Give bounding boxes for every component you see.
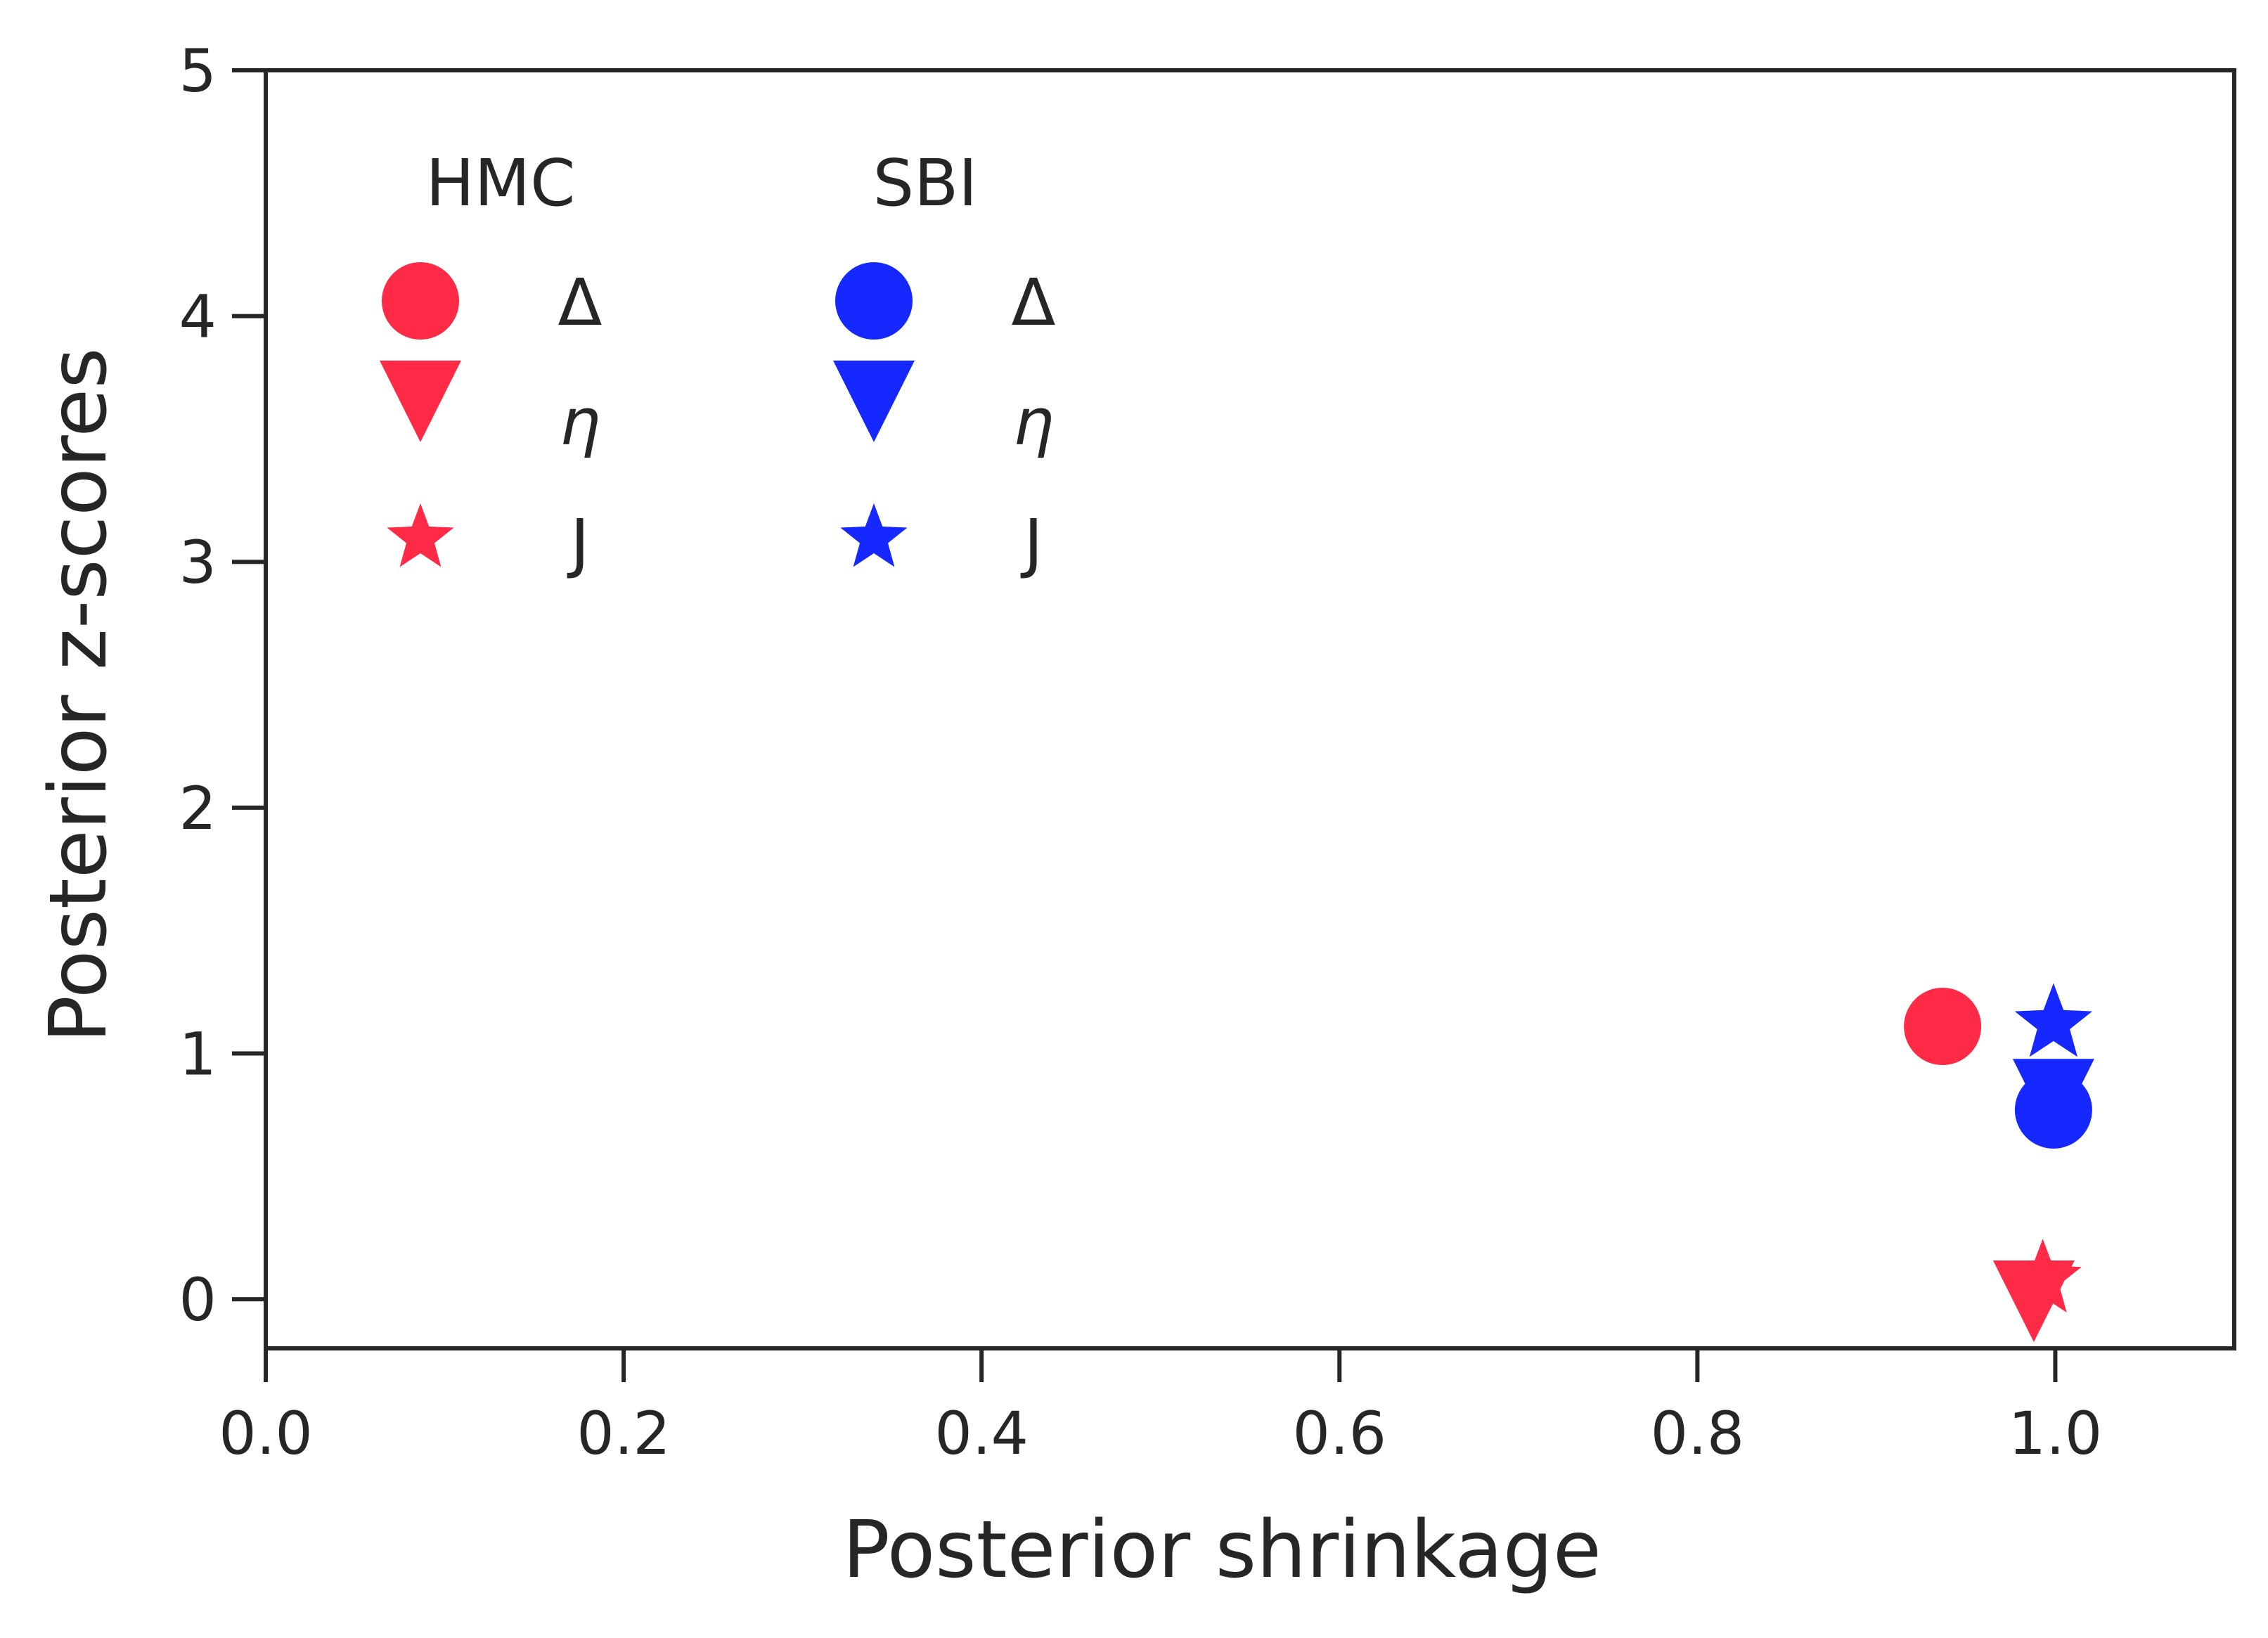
x-tick-label: 0.2 xyxy=(576,1399,671,1468)
legend-marker-circle xyxy=(835,262,913,340)
data-point-hmc-circle xyxy=(1904,988,1982,1066)
legend-label: η xyxy=(1013,385,1054,460)
x-tick-label: 0.8 xyxy=(1651,1399,1745,1468)
y-tick-label: 2 xyxy=(179,774,217,843)
legend-marker-star xyxy=(387,503,454,567)
legend-marker-circle xyxy=(382,262,459,340)
legend-label: η xyxy=(560,385,600,460)
x-tick-label: 0.6 xyxy=(1292,1399,1386,1468)
legend-marker-triangle-down xyxy=(833,360,915,442)
legend-label: J xyxy=(567,505,589,581)
data-point-sbi-circle xyxy=(2014,1071,2092,1149)
y-tick-label: 3 xyxy=(179,528,217,597)
data-point-hmc-star xyxy=(2004,1239,2082,1313)
legend-title-hmc: HMC xyxy=(426,146,576,221)
x-tick-label: 0.0 xyxy=(219,1399,313,1468)
plot-area: 0.0 0.2 0.4 0.6 0.8 1.0 0 1 2 3 4 5 Posterior shrink… xyxy=(33,37,2236,1596)
y-tick-label: 1 xyxy=(179,1019,217,1088)
y-tick-label: 0 xyxy=(179,1265,217,1334)
legend-marker-triangle-down xyxy=(380,360,461,442)
y-tick-label: 5 xyxy=(179,37,217,105)
x-tick-label: 1.0 xyxy=(2009,1399,2103,1468)
y-axis-label: Posterior z-scores xyxy=(33,347,124,1043)
x-axis-label: Posterior shrinkage xyxy=(842,1504,1602,1596)
legend-marker-star xyxy=(840,503,908,567)
plot-frame xyxy=(264,68,2236,1350)
legend-title-sbi: SBI xyxy=(873,146,978,221)
legend-label: J xyxy=(1020,505,1043,581)
legend-label: Δ xyxy=(558,265,603,340)
legend-label: Δ xyxy=(1012,265,1056,340)
x-tick-label: 0.4 xyxy=(934,1399,1029,1468)
y-tick-label: 4 xyxy=(179,283,217,352)
data-point-sbi-star xyxy=(2014,983,2093,1057)
